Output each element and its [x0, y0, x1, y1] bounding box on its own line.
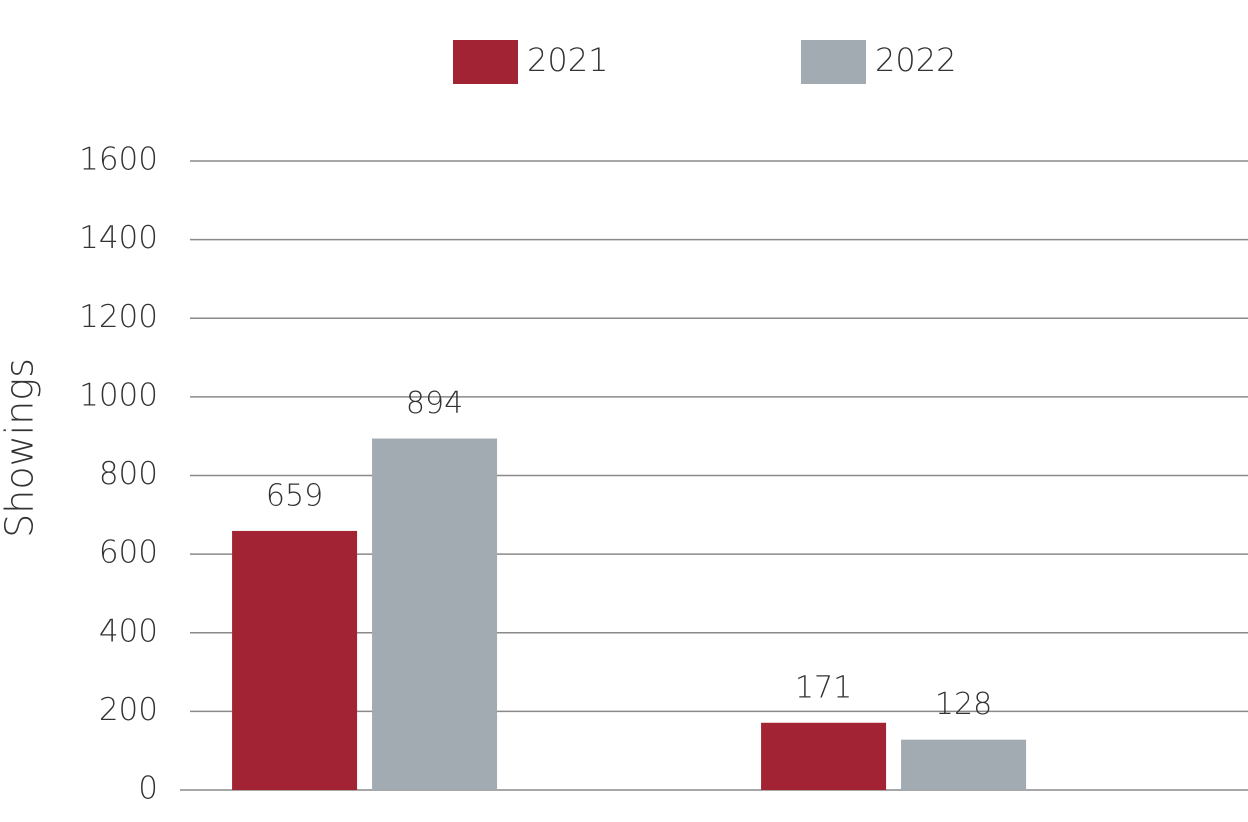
data-label: 171 — [795, 670, 852, 705]
bar — [232, 530, 358, 790]
y-tick-label: 0 — [138, 771, 158, 807]
legend-swatch — [801, 40, 866, 84]
bar — [372, 438, 498, 790]
y-tick-label: 1200 — [79, 299, 158, 335]
bar — [761, 722, 887, 790]
y-tick-label: 200 — [99, 692, 158, 728]
y-tick-label: 1400 — [79, 220, 158, 256]
data-label: 659 — [266, 478, 323, 513]
y-tick-label: 1600 — [79, 142, 158, 178]
y-axis-label: Showings — [0, 358, 42, 538]
y-tick-label: 800 — [99, 456, 158, 492]
data-label: 128 — [935, 687, 992, 722]
y-tick-label: 600 — [99, 535, 158, 571]
legend-label: 2022 — [875, 41, 956, 79]
data-label: 894 — [406, 386, 463, 421]
legend-swatch — [453, 40, 518, 84]
bar — [901, 739, 1027, 790]
legend-label: 2021 — [527, 41, 608, 79]
y-tick-label: 1000 — [79, 377, 158, 413]
y-tick-label: 400 — [99, 613, 158, 649]
